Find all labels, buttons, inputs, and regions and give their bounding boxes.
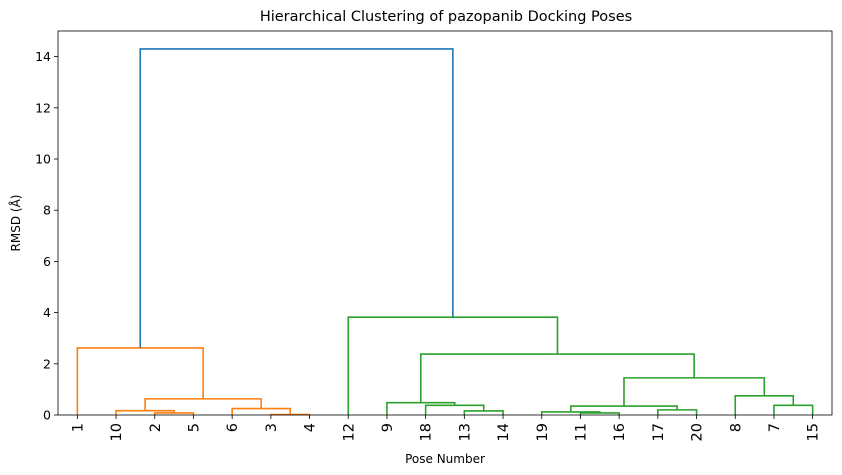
- y-tick-label: 2: [43, 356, 51, 371]
- y-tick-label: 12: [35, 100, 51, 115]
- dendrogram-link: [347, 316, 559, 415]
- dendrogram-link: [569, 405, 678, 412]
- dendrogram-link: [623, 377, 766, 407]
- y-tick-label: 8: [43, 203, 51, 218]
- x-tick-label: 7: [767, 423, 783, 432]
- chart-title: Hierarchical Clustering of pazopanib Doc…: [260, 9, 632, 25]
- dendrogram-link: [463, 410, 504, 415]
- dendrogram-link: [657, 409, 698, 415]
- x-tick-label: 4: [303, 423, 319, 432]
- x-tick-label: 9: [380, 423, 396, 432]
- x-tick-label: 20: [690, 423, 706, 441]
- y-axis: 0 2 4 6 8 10 12 14: [35, 49, 58, 423]
- x-tick-label: 17: [651, 423, 667, 441]
- dendrogram-link: [139, 48, 454, 348]
- x-tick-label: 6: [225, 423, 241, 432]
- x-tick-label: 16: [612, 423, 628, 441]
- y-tick-label: 0: [43, 408, 51, 423]
- y-tick-label: 4: [43, 305, 51, 320]
- dendrogram-links: [76, 48, 814, 416]
- y-tick-label: 14: [35, 49, 51, 64]
- x-tick-label: 14: [496, 423, 512, 441]
- x-axis-label: Pose Number: [405, 452, 485, 466]
- y-tick-label: 10: [35, 152, 51, 167]
- x-tick-label: 1: [70, 423, 86, 432]
- y-axis-label: RMSD (Å): [8, 195, 23, 252]
- x-tick-label: 10: [109, 423, 125, 441]
- x-tick-label: 15: [806, 423, 822, 441]
- x-tick-label: 13: [457, 423, 473, 441]
- y-tick-label: 6: [43, 254, 51, 269]
- plot-frame: [57, 30, 833, 416]
- x-tick-label: 3: [264, 423, 280, 432]
- x-tick-label: 18: [419, 423, 435, 441]
- x-tick-label: 19: [535, 423, 551, 441]
- x-tick-label: 2: [148, 423, 164, 432]
- x-axis: 1 10 2 5 6 3 4 12 9 18 13 14 19 11 16 17 20 8 7 15: [70, 415, 822, 441]
- x-tick-label: 12: [341, 423, 357, 441]
- dendrogram-link: [76, 347, 204, 415]
- x-tick-label: 5: [186, 423, 202, 432]
- x-tick-label: 8: [728, 423, 744, 432]
- x-tick-label: 11: [573, 423, 589, 441]
- dendrogram-link: [773, 404, 814, 415]
